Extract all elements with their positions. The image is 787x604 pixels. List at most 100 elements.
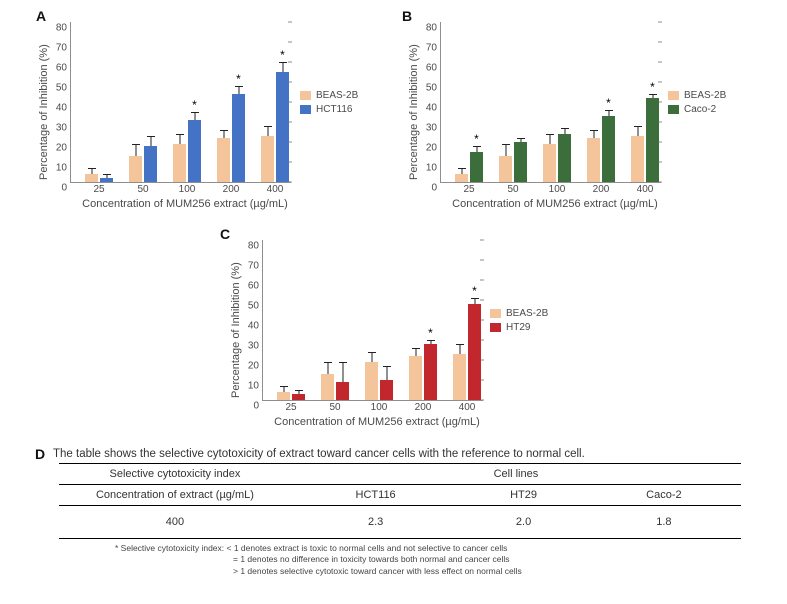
- y-tick: 80: [237, 241, 263, 252]
- footnote-indent: [115, 566, 233, 577]
- selectivity-table: Selective cytotoxicity indexCell linesCo…: [59, 463, 741, 539]
- panel-label-B: B: [402, 8, 412, 24]
- error-cap: [264, 126, 272, 127]
- error-cap: [546, 134, 554, 135]
- x-tick: 50: [137, 182, 148, 195]
- significance-star: *: [474, 132, 479, 146]
- significance-star: *: [606, 96, 611, 110]
- chart-plot-A: 010203040506070802550*100*200*400: [70, 22, 291, 183]
- bar-Caco-2: *: [470, 152, 483, 182]
- bar-HT29: *: [468, 304, 481, 400]
- footnote-lead: * Selective cytotoxicity index:: [115, 543, 227, 553]
- error-cap: [280, 386, 288, 387]
- x-tick: 25: [463, 182, 474, 195]
- bar-HT29: [380, 380, 393, 400]
- x-axis-title: Concentration of MUM256 extract (µg/mL): [65, 198, 305, 210]
- error-cap: [383, 366, 391, 367]
- bar-Caco-2: [558, 134, 571, 182]
- error-cap: [561, 128, 569, 129]
- bar-HCT116: *: [232, 94, 245, 182]
- table-header: HCT116: [291, 485, 460, 506]
- x-tick: 400: [267, 182, 284, 195]
- x-tick: 25: [285, 400, 296, 413]
- y-tick: 0: [45, 183, 71, 194]
- table-header: Caco-2: [587, 485, 741, 506]
- bar-BEAS-2B: [321, 374, 334, 400]
- error-cap: [324, 362, 332, 363]
- error-cap: [456, 344, 464, 345]
- error-cap: [471, 298, 479, 299]
- legend-row: Caco-2: [668, 104, 726, 115]
- y-axis-title: Percentage of Inhibition (%): [38, 44, 50, 180]
- bar-BEAS-2B: [499, 156, 512, 182]
- legend-row: BEAS-2B: [300, 90, 358, 101]
- error-cap: [339, 362, 347, 363]
- x-tick: 100: [549, 182, 566, 195]
- legend: BEAS-2B HCT116: [300, 90, 358, 118]
- x-tick: 200: [223, 182, 240, 195]
- table-header: Selective cytotoxicity index: [59, 464, 291, 485]
- x-tick: 25: [93, 182, 104, 195]
- chart-plot-B: 01020304050607080*2550100*200*400: [440, 22, 661, 183]
- table-header: Concentration of extract (µg/mL): [59, 485, 291, 506]
- significance-star: *: [650, 80, 655, 94]
- legend-row: HCT116: [300, 104, 358, 115]
- error-cap: [147, 136, 155, 137]
- error-cap: [473, 146, 481, 147]
- error-cap: [191, 112, 199, 113]
- x-tick: 200: [593, 182, 610, 195]
- legend-swatch: [490, 309, 501, 318]
- bar-BEAS-2B: [455, 174, 468, 182]
- error-bar: [267, 126, 268, 136]
- error-bar: [505, 144, 506, 156]
- y-tick-mark: [480, 240, 484, 241]
- error-cap: [132, 144, 140, 145]
- figure-page: A010203040506070802550*100*200*400Percen…: [0, 0, 787, 604]
- error-cap: [458, 168, 466, 169]
- y-tick: 0: [237, 401, 263, 412]
- legend-label: BEAS-2B: [506, 308, 548, 319]
- error-cap: [634, 126, 642, 127]
- error-bar: [637, 126, 638, 136]
- panel-label-D: D: [35, 446, 45, 462]
- bar-BEAS-2B: [543, 144, 556, 182]
- y-tick: 0: [415, 183, 441, 194]
- error-bar: [135, 144, 136, 156]
- bar-BEAS-2B: [631, 136, 644, 182]
- x-tick: 100: [179, 182, 196, 195]
- error-bar: [459, 344, 460, 354]
- x-axis-title: Concentration of MUM256 extract (µg/mL): [257, 416, 497, 428]
- error-bar: [415, 348, 416, 356]
- x-tick: 400: [459, 400, 476, 413]
- panel-d-title: The table shows the selective cytotoxici…: [53, 448, 755, 460]
- error-bar: [150, 136, 151, 146]
- error-bar: [549, 134, 550, 144]
- bar-HT29: [336, 382, 349, 400]
- bar-HT29: *: [424, 344, 437, 400]
- x-tick: 100: [371, 400, 388, 413]
- bar-BEAS-2B: [409, 356, 422, 400]
- y-tick-mark: [658, 62, 662, 63]
- legend-row: BEAS-2B: [668, 90, 726, 101]
- table-cell: 2.0: [460, 506, 586, 539]
- x-tick: 200: [415, 400, 432, 413]
- bar-BEAS-2B: [173, 144, 186, 182]
- legend-swatch: [300, 105, 311, 114]
- table-header: HT29: [460, 485, 586, 506]
- error-bar: [371, 352, 372, 362]
- legend-label: HT29: [506, 322, 530, 333]
- panel-label-C: C: [220, 226, 230, 242]
- error-bar: [238, 86, 239, 94]
- y-tick-mark: [480, 280, 484, 281]
- error-cap: [103, 174, 111, 175]
- bar-Caco-2: [514, 142, 527, 182]
- legend-swatch: [300, 91, 311, 100]
- significance-star: *: [428, 326, 433, 340]
- error-cap: [368, 352, 376, 353]
- x-tick: 50: [329, 400, 340, 413]
- significance-star: *: [192, 98, 197, 112]
- y-tick-mark: [658, 22, 662, 23]
- y-axis-title: Percentage of Inhibition (%): [230, 262, 242, 398]
- error-bar: [179, 134, 180, 144]
- legend-label: HCT116: [316, 104, 353, 115]
